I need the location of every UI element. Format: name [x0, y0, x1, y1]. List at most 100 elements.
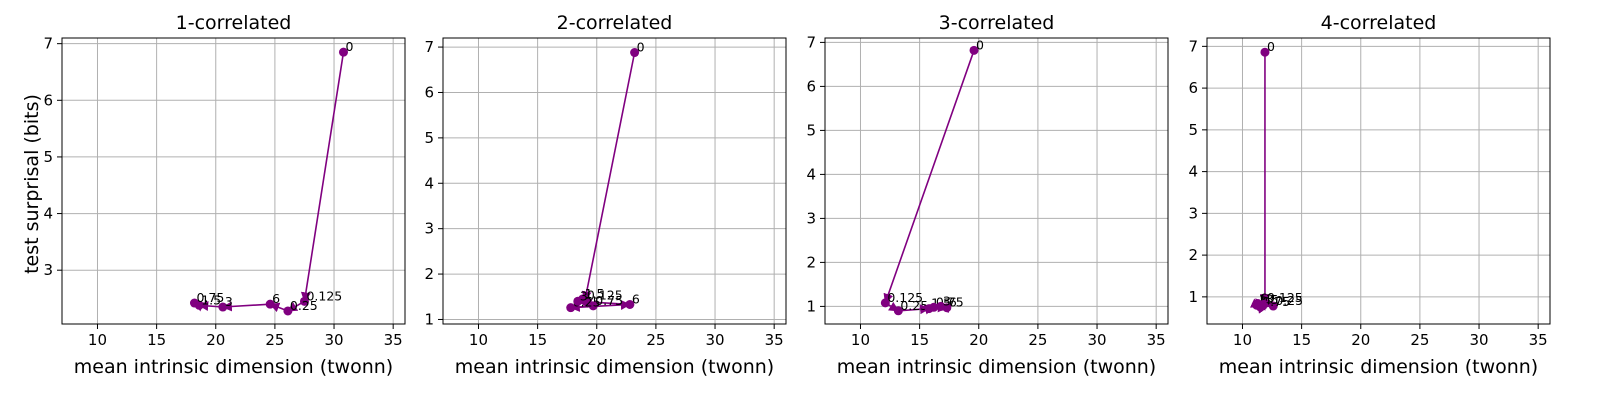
y-tick-label: 2: [806, 253, 816, 271]
point-label: 6: [949, 295, 957, 310]
y-tick-label: 7: [43, 35, 53, 53]
y-tick-label: 7: [1188, 37, 1198, 55]
panel-title: 1-correlated: [176, 12, 292, 34]
axes-frame: [61, 37, 406, 325]
data-point: [189, 298, 199, 308]
data-point: [1268, 301, 1278, 311]
x-tick-label: 20: [1351, 331, 1370, 349]
x-tick-label: 35: [1147, 331, 1166, 349]
axes-frame: [824, 37, 1169, 325]
y-tick-label: 2: [424, 265, 434, 283]
trajectory-arrow: [570, 299, 631, 310]
point-label: 3: [225, 294, 233, 309]
point-label: 3: [943, 293, 951, 308]
panel-title: 2-correlated: [557, 12, 673, 34]
data-point: [588, 301, 598, 311]
axes-frame: [1206, 37, 1551, 325]
y-tick-label: 6: [806, 77, 816, 95]
point-label: 0.25: [290, 298, 318, 313]
point-label: 6: [632, 291, 640, 306]
point-label: 0.25: [1275, 293, 1303, 308]
data-point: [969, 45, 979, 55]
data-point: [1259, 299, 1269, 309]
point-label: 0: [1267, 39, 1275, 54]
y-tick-label: 3: [806, 209, 816, 227]
point-label: 0: [637, 40, 645, 55]
point-label: 0.125: [887, 290, 923, 305]
y-tick-label: 6: [1188, 79, 1198, 97]
point-label: 3: [1266, 291, 1274, 306]
x-tick-label: 10: [469, 331, 488, 349]
y-tick-label: 6: [424, 83, 434, 101]
trajectory-arrow: [300, 52, 345, 303]
x-tick-label: 15: [528, 331, 547, 349]
x-tick-label: 25: [1028, 331, 1047, 349]
axes-frame: [442, 37, 787, 325]
x-tick-label: 35: [384, 331, 403, 349]
y-tick-label: 4: [806, 165, 816, 183]
data-point: [625, 299, 635, 309]
y-tick-label: 5: [424, 129, 434, 147]
x-axis-label: mean intrinsic dimension (twonn): [455, 356, 774, 378]
x-tick-label: 25: [1410, 331, 1429, 349]
point-label: 1.5: [585, 286, 605, 301]
y-tick-label: 6: [43, 91, 53, 109]
x-tick-label: 20: [206, 331, 225, 349]
shared-y-axis-label: test surprisal (bits): [21, 94, 43, 274]
data-point: [893, 306, 903, 316]
y-tick-label: 5: [806, 121, 816, 139]
trajectory-arrow: [221, 301, 271, 312]
x-tick-label: 35: [1529, 331, 1548, 349]
data-point: [265, 299, 275, 309]
x-tick-label: 10: [88, 331, 107, 349]
data-point: [880, 298, 890, 308]
x-tick-label: 15: [147, 331, 166, 349]
x-axis-label: mean intrinsic dimension (twonn): [74, 356, 393, 378]
x-tick-label: 30: [1469, 331, 1488, 349]
x-axis-label: mean intrinsic dimension (twonn): [837, 356, 1156, 378]
y-tick-label: 1: [1188, 288, 1198, 306]
y-tick-label: 5: [1188, 121, 1198, 139]
point-label: 0: [976, 37, 984, 52]
point-label: 0.25: [900, 298, 928, 313]
data-point: [573, 296, 583, 306]
y-tick-label: 7: [424, 38, 434, 56]
x-tick-label: 35: [765, 331, 784, 349]
y-tick-label: 4: [424, 174, 434, 192]
y-tick-label: 3: [1188, 204, 1198, 222]
point-label: 0: [345, 39, 353, 54]
data-point: [630, 48, 640, 58]
x-tick-label: 15: [910, 331, 929, 349]
point-label: 6: [272, 291, 280, 306]
x-tick-label: 20: [969, 331, 988, 349]
data-point: [566, 303, 576, 313]
y-tick-label: 3: [424, 220, 434, 238]
y-tick-label: 4: [43, 205, 53, 223]
x-tick-label: 10: [851, 331, 870, 349]
data-point: [299, 296, 309, 306]
data-point: [929, 302, 939, 312]
trajectory-arrow: [581, 52, 636, 302]
data-point: [936, 301, 946, 311]
point-label: 6: [1260, 291, 1268, 306]
y-tick-label: 2: [1188, 246, 1198, 264]
x-axis-label: mean intrinsic dimension (twonn): [1219, 356, 1538, 378]
point-label: 0.75: [595, 293, 623, 308]
x-tick-label: 30: [705, 331, 724, 349]
data-point: [283, 306, 293, 316]
data-point: [1260, 47, 1270, 57]
panel-title: 4-correlated: [1321, 12, 1437, 34]
trajectory-arrow: [883, 50, 975, 304]
y-tick-label: 3: [43, 261, 53, 279]
point-label: 0.125: [587, 287, 623, 302]
point-label: 0.125: [1267, 290, 1303, 305]
x-tick-label: 30: [1087, 331, 1106, 349]
point-label: 3: [580, 288, 588, 303]
y-tick-label: 5: [43, 148, 53, 166]
y-tick-label: 1: [424, 310, 434, 328]
y-tick-label: 4: [1188, 163, 1198, 181]
